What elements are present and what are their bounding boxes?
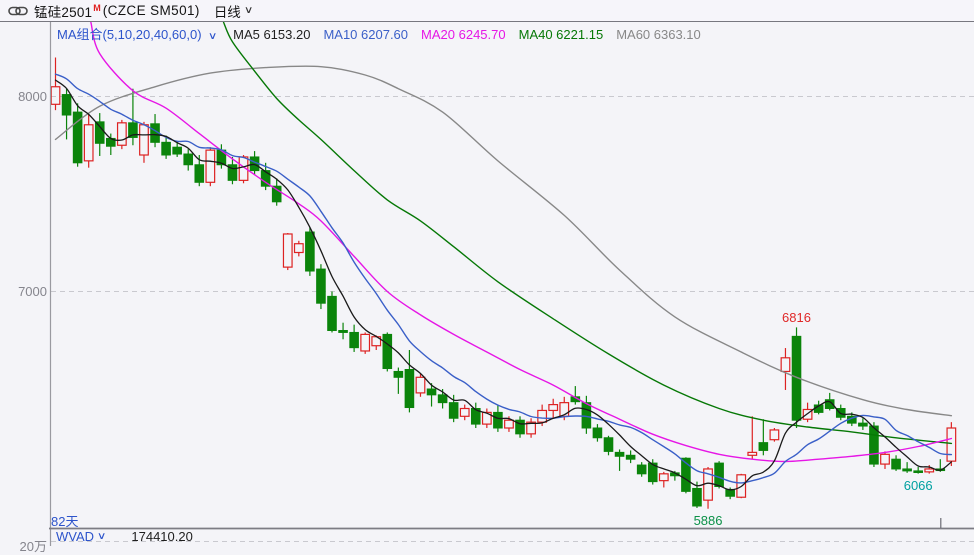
ma-indicator-row: MA组合(5,10,20,40,60,0) ∨ MA5 6153.20 MA10 … (57, 24, 701, 43)
period-label: 日线 (213, 4, 241, 20)
wvad-value: 174410.20 (131, 529, 193, 544)
chevron-down-icon: ∨ (208, 31, 218, 42)
y-axis-label-7000: 7000 (18, 283, 47, 299)
instrument-title: 锰硅2501 (34, 4, 93, 20)
ma-value-2: MA20 6245.70 (421, 27, 506, 42)
instrument-code: (CZCE SM501) (102, 3, 200, 18)
instrument-flag: M (93, 2, 101, 13)
wvad-indicator-row: WVAD ∨ 174410.20 (56, 529, 193, 544)
ma-value-3: MA40 6221.15 (518, 27, 604, 42)
link-icon[interactable] (8, 5, 28, 17)
bars-count-label: 82天 (51, 514, 79, 529)
chevron-down-icon: ∨ (243, 5, 254, 16)
ma-settings-label: MA组合(5,10,20,40,60,0) (57, 27, 202, 42)
y-axis-label-8000: 8000 (18, 88, 47, 104)
ma-value-4: MA60 6363.10 (616, 27, 701, 42)
ma-settings-selector[interactable]: MA组合(5,10,20,40,60,0) ∨ (57, 27, 220, 42)
price-label-6816: 6816 (782, 310, 811, 326)
price-label-6066: 6066 (903, 477, 933, 493)
chevron-down-icon: ∨ (96, 531, 107, 542)
wvad-label: WVAD (56, 529, 95, 544)
ma-value-0: MA5 6153.20 (233, 27, 311, 42)
ma-values: MA5 6153.20 MA10 6207.60 MA20 6245.70 MA40 … (220, 27, 701, 42)
wvad-selector[interactable]: WVAD ∨ (56, 529, 107, 544)
ma-value-1: MA10 6207.60 (323, 27, 409, 42)
title-bar: 锰硅2501 M (CZCE SM501) 日线 ∨ (0, 0, 974, 22)
period-selector[interactable]: 日线 ∨ (213, 1, 254, 21)
price-label-5886: 5886 (693, 512, 723, 528)
